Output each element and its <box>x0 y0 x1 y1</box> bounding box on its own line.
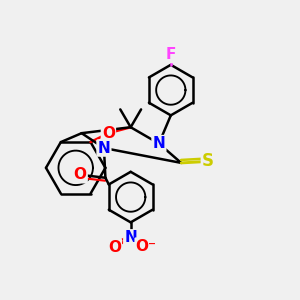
Text: O: O <box>74 167 87 182</box>
Text: O: O <box>108 240 121 255</box>
Text: F: F <box>166 47 176 62</box>
Text: N: N <box>98 140 110 155</box>
Text: N: N <box>124 230 137 245</box>
Text: N: N <box>152 136 165 151</box>
Text: S: S <box>202 152 214 170</box>
Text: O⁻: O⁻ <box>136 238 157 253</box>
Text: O: O <box>102 126 115 141</box>
